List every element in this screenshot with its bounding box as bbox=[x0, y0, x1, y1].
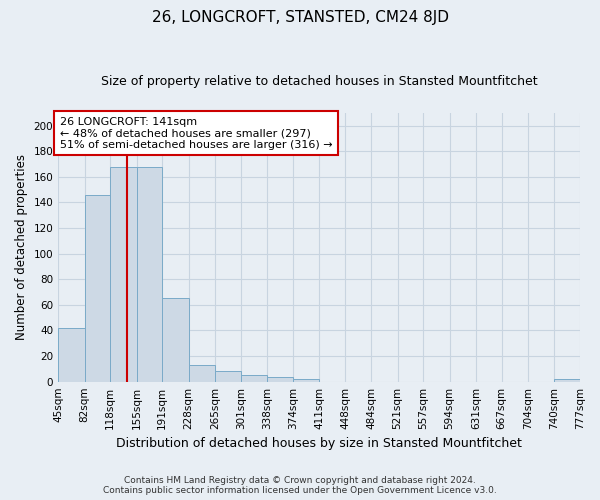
X-axis label: Distribution of detached houses by size in Stansted Mountfitchet: Distribution of detached houses by size … bbox=[116, 437, 522, 450]
Bar bbox=[241, 376, 267, 382]
Bar bbox=[267, 376, 293, 382]
Title: Size of property relative to detached houses in Stansted Mountfitchet: Size of property relative to detached ho… bbox=[101, 75, 538, 88]
Bar bbox=[110, 166, 137, 382]
Text: 26 LONGCROFT: 141sqm
← 48% of detached houses are smaller (297)
51% of semi-deta: 26 LONGCROFT: 141sqm ← 48% of detached h… bbox=[59, 116, 332, 150]
Bar bbox=[293, 379, 319, 382]
Bar bbox=[58, 328, 85, 382]
Text: Contains HM Land Registry data © Crown copyright and database right 2024.
Contai: Contains HM Land Registry data © Crown c… bbox=[103, 476, 497, 495]
Y-axis label: Number of detached properties: Number of detached properties bbox=[15, 154, 28, 340]
Bar bbox=[162, 298, 188, 382]
Bar bbox=[188, 365, 215, 382]
Bar bbox=[215, 372, 241, 382]
Bar bbox=[85, 194, 110, 382]
Text: 26, LONGCROFT, STANSTED, CM24 8JD: 26, LONGCROFT, STANSTED, CM24 8JD bbox=[151, 10, 449, 25]
Bar bbox=[137, 166, 162, 382]
Bar bbox=[554, 379, 580, 382]
